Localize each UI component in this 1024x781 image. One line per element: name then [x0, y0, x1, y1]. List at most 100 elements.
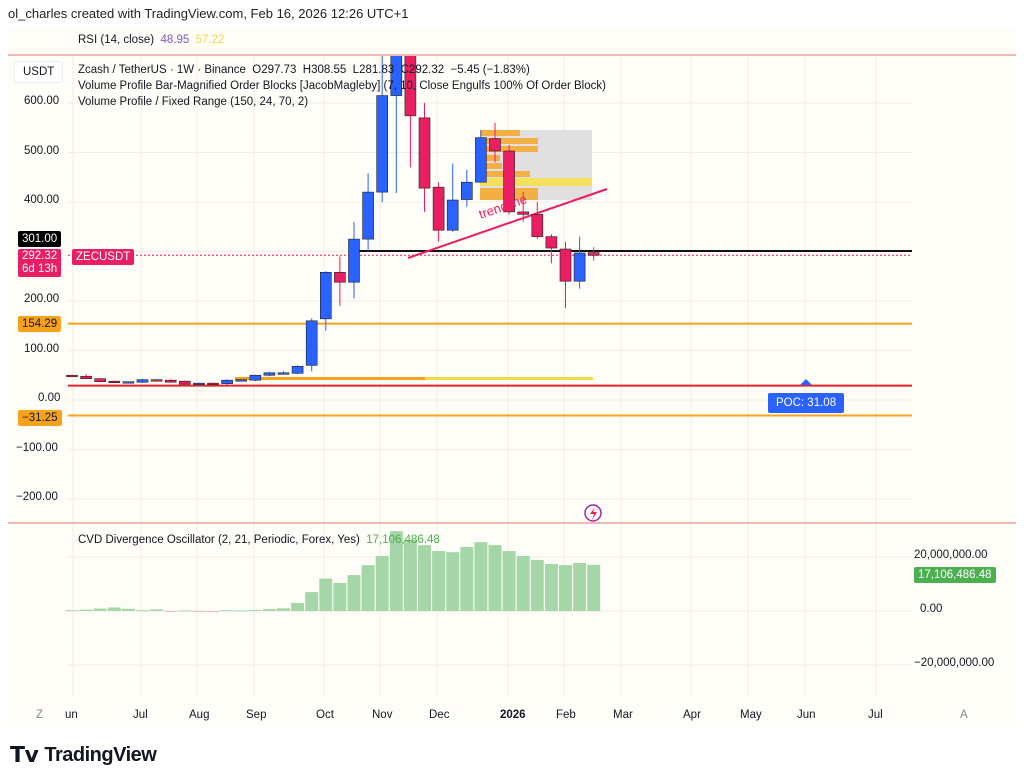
- cvd-bar: [291, 602, 305, 611]
- candle-body: [517, 211, 530, 215]
- bar-countdown: 6d 13h: [22, 263, 58, 275]
- candle-body: [404, 56, 417, 117]
- cvd-bar: [474, 542, 488, 611]
- candle-body: [559, 248, 572, 282]
- candle-body: [376, 95, 389, 193]
- price-tick: 600.00: [24, 95, 60, 107]
- price-tick: −100.00: [16, 441, 58, 454]
- poc-label: POC: 31.08: [768, 393, 845, 413]
- candle-body: [179, 380, 191, 385]
- candle-body: [390, 56, 403, 96]
- candle-body: [460, 181, 473, 200]
- time-tick: Apr: [683, 709, 701, 721]
- chart-canvas[interactable]: [8, 28, 1016, 726]
- candle-body: [80, 375, 92, 380]
- price-tick: 500.00: [24, 144, 60, 157]
- cvd-bar: [502, 551, 516, 611]
- candle-body: [193, 382, 205, 385]
- candle-body: [503, 150, 515, 213]
- cvd-value-label: 17,106,486.48: [914, 567, 996, 583]
- close-value: C292.32: [400, 64, 445, 76]
- candle-body: [66, 374, 78, 378]
- last-price-label: 292.32 6d 13h: [18, 249, 62, 277]
- time-tick: Sep: [246, 709, 267, 721]
- cvd-bar: [206, 611, 220, 612]
- cvd-bar: [136, 610, 149, 612]
- candle-body: [545, 236, 558, 249]
- candle-body: [207, 382, 219, 385]
- axis-z-button[interactable]: Z: [36, 709, 44, 721]
- cvd-bar: [319, 578, 333, 611]
- candle-body: [587, 252, 600, 256]
- time-tick: Jul: [868, 709, 883, 721]
- cvd-bar: [333, 582, 347, 611]
- cvd-bar: [446, 552, 460, 611]
- time-tick: May: [740, 709, 762, 721]
- time-tick: un: [65, 709, 78, 721]
- cvd-bar: [277, 608, 290, 611]
- cvd-bar: [220, 610, 234, 612]
- orange-level-label: −31.25: [18, 410, 62, 426]
- currency-button[interactable]: USDT: [14, 61, 64, 83]
- cvd-bar: [488, 545, 502, 611]
- ticker-label: ZECUSDT: [72, 249, 135, 265]
- volume-profile-bar: [480, 155, 500, 161]
- rsi-legend: RSI (14, close) 48.95 57.22: [78, 33, 224, 47]
- cvd-bar: [516, 555, 530, 611]
- price-tick: −200.00: [16, 491, 58, 503]
- time-tick: Nov: [372, 709, 393, 721]
- cvd-legend: CVD Divergence Oscillator (2, 21, Period…: [78, 533, 440, 547]
- cvd-bar: [79, 609, 93, 611]
- indicator-legend-volume-profile: Volume Profile / Fixed Range (150, 24, 7…: [78, 96, 309, 108]
- candle-body: [263, 372, 276, 376]
- time-tick: Aug: [189, 709, 210, 721]
- candle-body: [418, 117, 431, 189]
- rsi-value: 48.95: [160, 34, 190, 46]
- candle-body: [136, 379, 149, 383]
- candle-body: [348, 238, 360, 283]
- cvd-label: CVD Divergence Oscillator (2, 21, Period…: [78, 534, 360, 546]
- candle-body: [94, 378, 106, 382]
- cvd-bar: [121, 608, 135, 611]
- candle-body: [432, 186, 445, 231]
- logo-text: TradingView: [44, 743, 157, 766]
- symbol-legend: Zcash / TetherUS · 1W · Binance O297.73 …: [78, 63, 530, 77]
- cvd-bar: [150, 609, 164, 611]
- orange-level-label: 154.29: [18, 316, 62, 332]
- poc-arrow: [800, 379, 812, 385]
- volume-profile-bar: [480, 130, 520, 136]
- time-tick: Jul: [133, 709, 148, 721]
- candle-body: [291, 366, 304, 374]
- low-value: L281.83: [352, 64, 395, 76]
- candle-body: [362, 191, 374, 240]
- candle-body: [446, 199, 459, 231]
- candle-body: [277, 372, 290, 375]
- time-tick: Mar: [613, 709, 633, 721]
- cvd-legend-value: 17,106,486.48: [366, 534, 440, 546]
- rsi-label: RSI (14, close): [78, 34, 155, 46]
- high-value: H308.55: [302, 64, 347, 76]
- candle-body: [334, 271, 346, 283]
- open-value: O297.73: [252, 64, 297, 76]
- volume-profile-poc-bar: [480, 178, 592, 186]
- cvd-bar: [248, 609, 262, 611]
- cvd-bar: [544, 564, 558, 611]
- volume-profile-strip: [235, 377, 425, 380]
- cvd-tick: 0.00: [920, 603, 943, 615]
- rsi-ma-value: 57.22: [195, 34, 225, 46]
- cvd-tick: 20,000,000.00: [914, 549, 988, 561]
- cvd-bar: [559, 565, 572, 611]
- candle-body: [108, 380, 121, 383]
- price-tick: 400.00: [24, 194, 60, 206]
- tradingview-logo[interactable]: 𝗧𝘃 TradingView: [10, 742, 157, 768]
- chart-area[interactable]: RSI (14, close) 48.95 57.22 USDT Zcash /…: [8, 28, 1016, 726]
- symbol-name: Zcash / TetherUS · 1W · Binance: [78, 64, 246, 76]
- candle-body: [305, 320, 318, 366]
- cvd-bar: [530, 559, 544, 611]
- auto-scale-button[interactable]: A: [960, 709, 968, 721]
- candle-body: [573, 252, 586, 282]
- lightning-icon: [584, 504, 602, 522]
- candle-body: [489, 138, 501, 152]
- volume-profile-bar: [480, 163, 502, 169]
- candle-body: [150, 379, 163, 382]
